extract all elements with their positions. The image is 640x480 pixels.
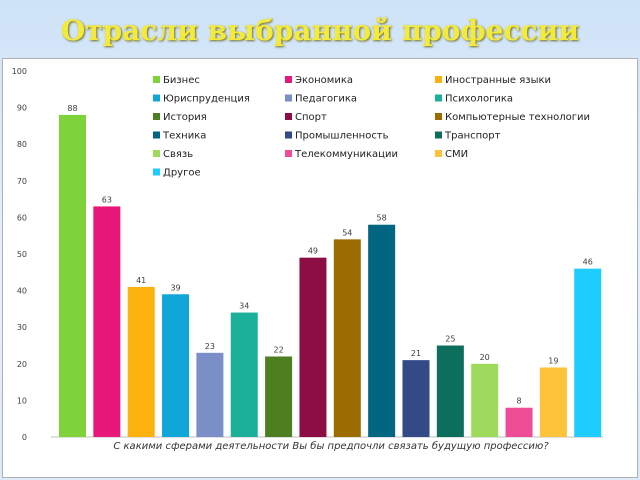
data-label: 25 — [445, 335, 455, 344]
y-tick-label: 30 — [17, 323, 27, 332]
legend-label: Психологика — [445, 94, 513, 105]
legend-label: Промышленность — [295, 131, 389, 142]
legend-swatch — [285, 131, 292, 139]
legend-swatch — [435, 131, 442, 139]
bar — [265, 356, 293, 437]
legend-swatch — [153, 131, 160, 139]
legend-label: Связь — [163, 149, 193, 160]
bar — [471, 363, 499, 437]
x-axis-title: С какими сферами деятельности Вы бы пред… — [113, 440, 549, 452]
legend-label: Спорт — [295, 112, 327, 123]
data-label: 46 — [583, 258, 593, 267]
data-label: 21 — [411, 349, 421, 358]
legend-label: Экономика — [295, 75, 353, 86]
bar — [162, 294, 190, 437]
y-tick-label: 100 — [12, 67, 27, 76]
legend-swatch — [435, 113, 442, 120]
legend-label: Транспорт — [444, 131, 501, 142]
y-tick-label: 50 — [17, 250, 27, 259]
legend-swatch — [153, 150, 160, 157]
data-label: 22 — [274, 345, 284, 354]
y-tick-label: 70 — [17, 177, 27, 186]
data-label: 88 — [67, 104, 77, 113]
bar — [539, 367, 567, 437]
legend-swatch — [435, 94, 442, 102]
legend-label: СМИ — [445, 149, 468, 160]
y-tick-label: 0 — [22, 433, 27, 442]
data-label: 23 — [205, 342, 215, 351]
legend-swatch — [285, 94, 292, 102]
y-tick-label: 40 — [17, 287, 27, 296]
bar — [230, 312, 258, 437]
data-label: 41 — [136, 276, 146, 285]
y-tick-label: 80 — [17, 140, 27, 149]
y-tick-label: 10 — [17, 396, 27, 405]
data-label: 20 — [480, 353, 490, 362]
data-label: 19 — [548, 356, 558, 365]
legend-label: Иностранные языки — [445, 75, 551, 86]
bar-chart: 0 10 20 30 40 50 60 70 80 90 100 88 63 41 39 23 34 22 49 54… — [12, 67, 603, 452]
bar — [368, 224, 396, 437]
y-tick-label: 20 — [17, 360, 27, 369]
data-label: 58 — [377, 214, 387, 223]
legend-label: История — [163, 112, 207, 123]
legend-label: Педагогика — [295, 94, 357, 105]
legend-swatch — [153, 76, 160, 83]
bar — [127, 286, 155, 437]
bar — [333, 239, 361, 437]
bar — [436, 345, 464, 437]
data-label: 54 — [342, 228, 352, 237]
legend-label: Телекоммуникации — [294, 149, 398, 160]
data-label: 63 — [102, 195, 112, 204]
bar — [505, 407, 533, 437]
bar — [299, 257, 327, 437]
bar — [574, 268, 602, 437]
bar — [93, 206, 121, 437]
legend-swatch — [285, 150, 292, 157]
legend-label: Компьютерные технологии — [445, 112, 590, 123]
y-tick-label: 90 — [17, 104, 27, 113]
legend-swatch — [153, 94, 160, 102]
legend-swatch — [285, 113, 292, 120]
data-label: 49 — [308, 247, 318, 256]
data-label: 39 — [170, 283, 180, 292]
legend-label: Техника — [162, 131, 206, 142]
chart-area: 0 10 20 30 40 50 60 70 80 90 100 88 63 41 39 23 34 22 49 54… — [2, 58, 638, 478]
slide-title: Отрасли выбранной профессии — [60, 14, 580, 47]
legend-swatch — [285, 76, 292, 83]
bar — [196, 352, 224, 437]
legend-label: Юриспруденция — [163, 94, 250, 105]
legend-label: Другое — [163, 168, 201, 179]
y-tick-label: 60 — [17, 213, 27, 222]
legend-swatch — [153, 113, 160, 120]
legend-swatch — [153, 168, 160, 176]
legend-swatch — [435, 150, 442, 157]
bar — [402, 360, 430, 437]
legend-swatch — [435, 76, 442, 83]
data-label: 8 — [517, 397, 522, 406]
data-label: 34 — [239, 302, 249, 311]
bar — [59, 114, 86, 438]
legend-label: Бизнес — [163, 75, 200, 86]
